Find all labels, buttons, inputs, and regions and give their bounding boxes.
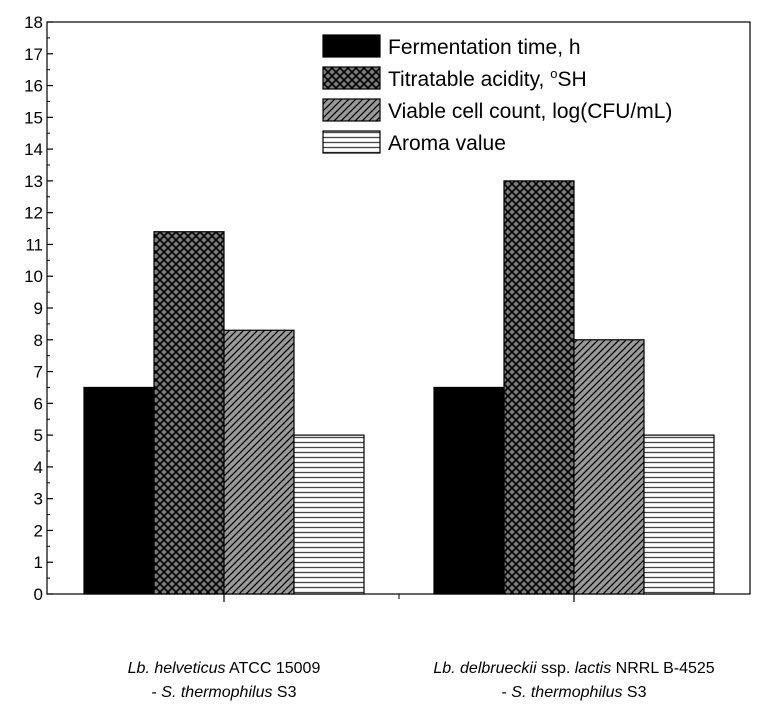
y-tick-label: 6 <box>34 394 43 413</box>
y-tick-label: 15 <box>24 108 43 127</box>
legend-label: Aroma value <box>388 132 506 155</box>
category-label-line1: Lb. helveticus ATCC 15009 <box>34 657 414 681</box>
category-label-part: ssp. <box>536 660 575 677</box>
category-label-part: Lb. delbrueckii <box>433 660 537 677</box>
x-axis <box>223 594 575 602</box>
bar-series-1-group-2 <box>433 386 505 595</box>
y-tick-label: 9 <box>34 299 43 318</box>
y-tick-label: 1 <box>34 553 43 572</box>
category-label-part: S. thermophilus <box>161 684 273 701</box>
bar-series-1-group-1 <box>83 386 155 595</box>
category-label: Lb. delbrueckii ssp. lactis NRRL B-4525-… <box>384 657 764 705</box>
y-tick-label: 0 <box>34 585 43 604</box>
bar-series-2-group-1 <box>153 231 225 595</box>
category-label-part: - <box>501 684 512 701</box>
bar-series-4-group-1 <box>293 434 365 595</box>
category-label-part: ATCC 15009 <box>225 660 321 677</box>
category-label-part: Lb. helveticus <box>127 660 226 677</box>
category-label-part: S3 <box>622 684 647 701</box>
legend-swatch <box>322 34 381 58</box>
bar-series-2-group-2 <box>503 180 575 595</box>
category-label-part: NRRL B-4525 <box>611 660 715 677</box>
bar-series-3-group-2 <box>573 339 645 595</box>
bar-series-4-group-2 <box>643 434 715 595</box>
y-tick-label: 5 <box>34 426 43 445</box>
y-tick-label: 14 <box>24 140 43 159</box>
category-label-part: - <box>151 684 162 701</box>
y-tick-label: 12 <box>24 204 43 223</box>
y-tick-label: 11 <box>25 235 43 254</box>
legend-swatch <box>322 98 381 122</box>
y-tick-label: 18 <box>24 13 43 32</box>
legend: Fermentation time, h Titratable acidity, … <box>322 34 672 155</box>
bars <box>83 180 715 595</box>
y-tick-label: 3 <box>34 490 43 509</box>
y-tick-label: 2 <box>34 521 43 540</box>
legend-label: Titratable acidity, oSH <box>388 66 587 91</box>
y-tick-label: 4 <box>34 458 43 477</box>
category-label-part: lactis <box>574 660 612 677</box>
category-label-line1: Lb. delbrueckii ssp. lactis NRRL B-4525 <box>384 657 764 681</box>
y-tick-label: 7 <box>34 363 43 382</box>
bar-series-3-group-1 <box>223 329 295 595</box>
category-label-line2: - S. thermophilus S3 <box>34 681 414 705</box>
category-label-line2: - S. thermophilus S3 <box>384 681 764 705</box>
y-tick-label: 8 <box>34 331 43 350</box>
legend-label: Viable cell count, log(CFU/mL) <box>388 100 672 123</box>
legend-swatch <box>322 66 381 90</box>
legend-swatch <box>322 130 381 154</box>
y-tick-label: 13 <box>24 172 43 191</box>
y-tick-label: 16 <box>24 77 43 96</box>
y-tick-label: 17 <box>24 45 43 64</box>
category-label-part: S3 <box>272 684 297 701</box>
category-label: Lb. helveticus ATCC 15009- S. thermophil… <box>34 657 414 705</box>
legend-label: Fermentation time, h <box>388 36 581 59</box>
category-label-part: S. thermophilus <box>511 684 623 701</box>
y-tick-label: 10 <box>24 267 43 286</box>
